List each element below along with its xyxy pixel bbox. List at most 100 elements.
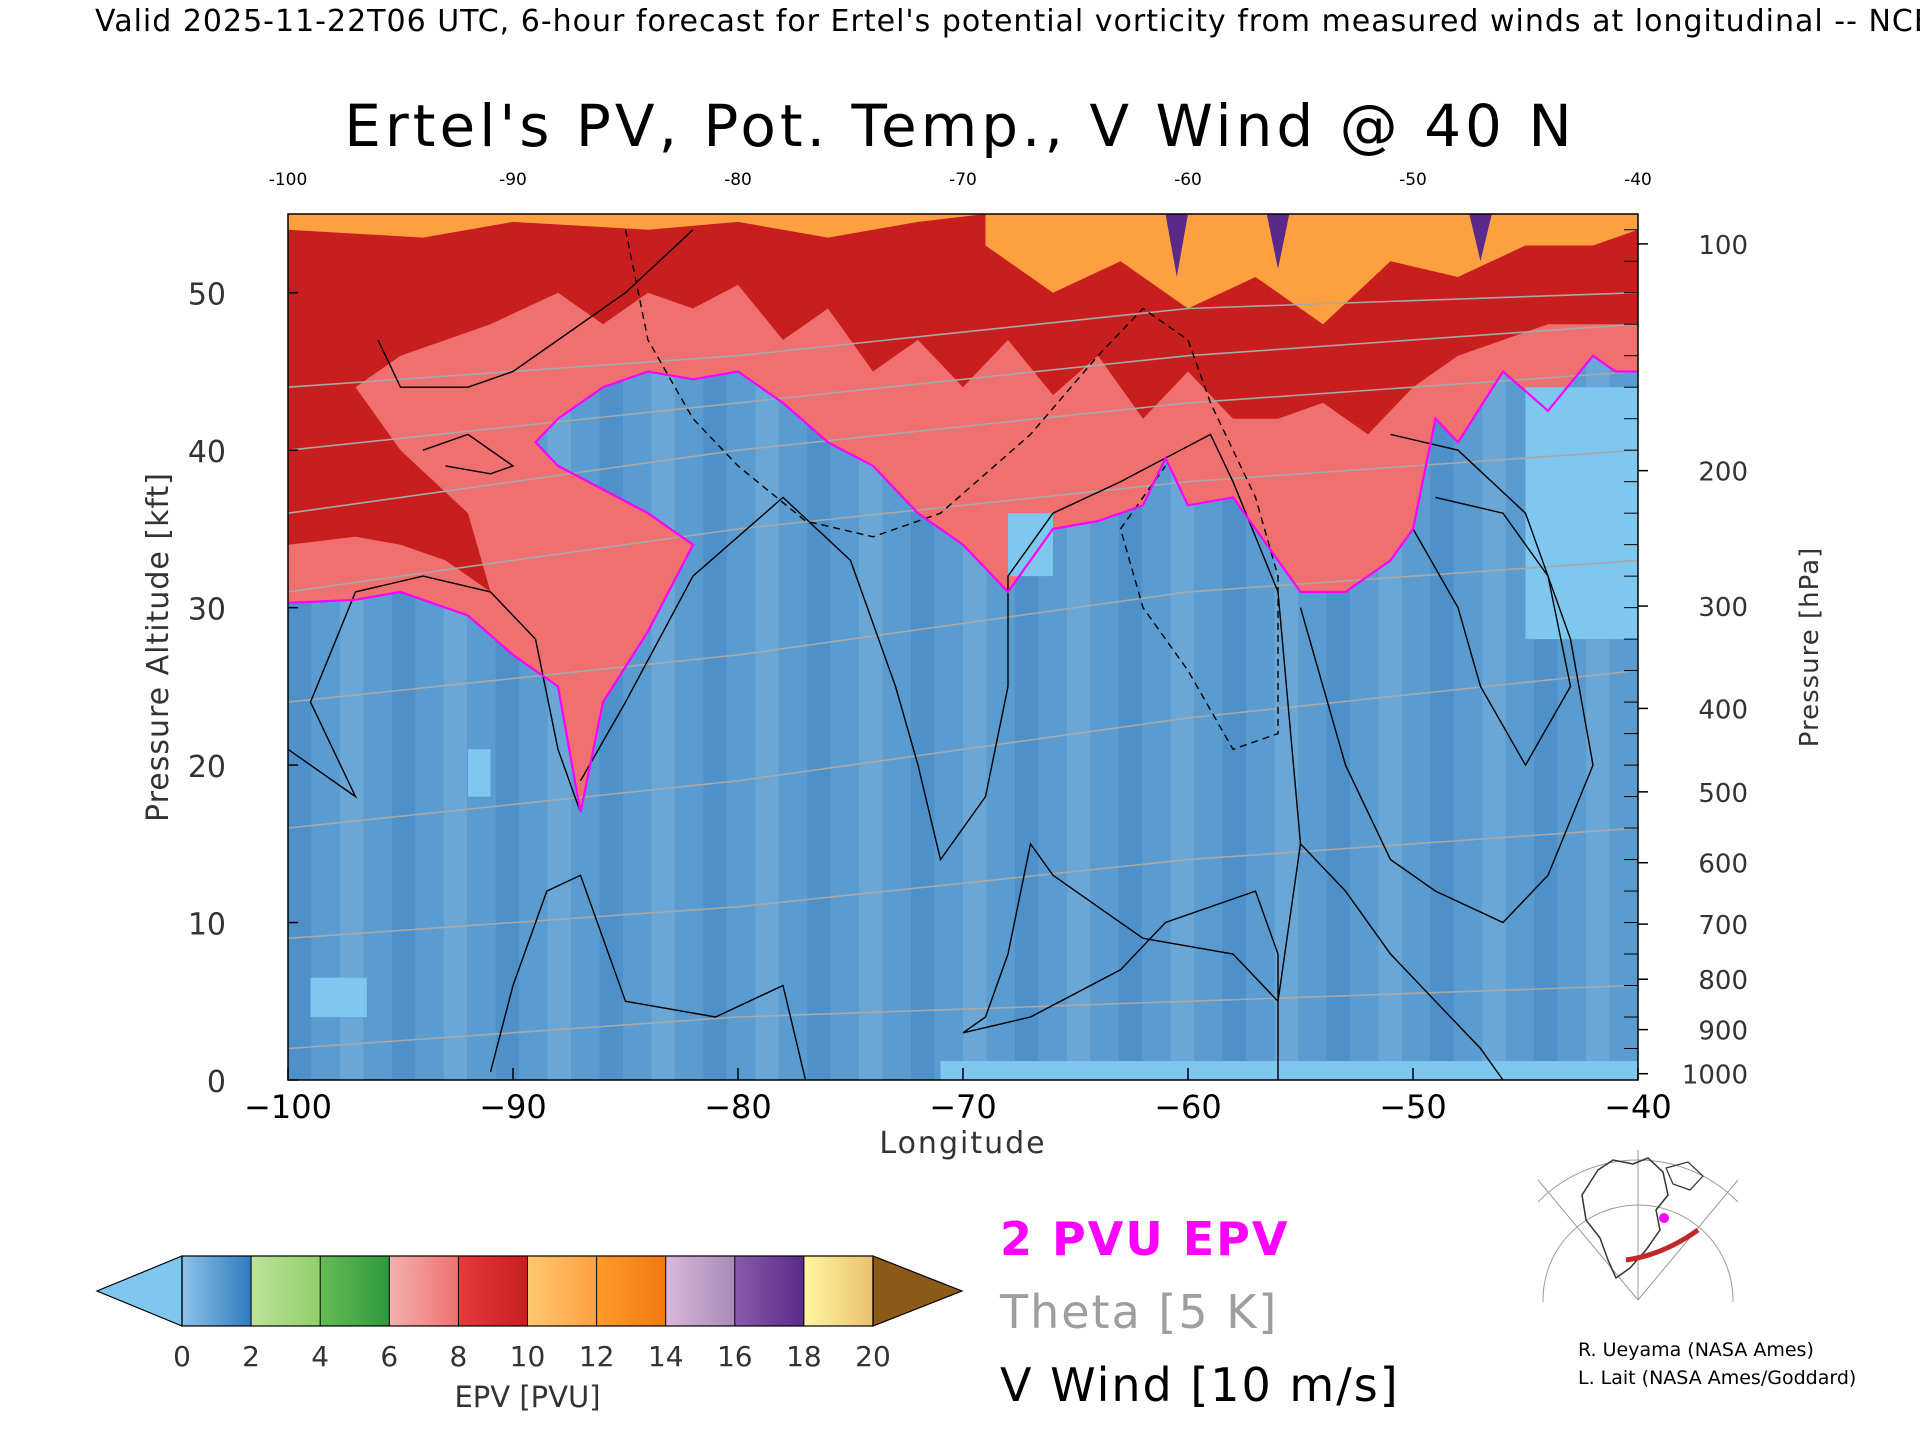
colorbar-segment — [527, 1256, 598, 1326]
y2-tick-label: 700 — [1698, 911, 1748, 941]
epv-region — [1165, 214, 1188, 277]
y2-tick-label: 900 — [1698, 1017, 1748, 1047]
x-top-tick-label: -100 — [269, 170, 308, 190]
vwind-contour — [1299, 433, 1594, 924]
colorbar-tick-label: 16 — [717, 1340, 753, 1373]
y2-tick-label: 200 — [1698, 458, 1748, 488]
epv-region — [1525, 387, 1638, 640]
colorbar-tick-label: 12 — [579, 1340, 615, 1373]
vwind-contour — [1412, 496, 1572, 767]
two-pvu-line — [288, 354, 1638, 813]
x-top-tick-label: -40 — [1624, 170, 1652, 190]
colorbar-tick-label: 10 — [510, 1340, 546, 1373]
colorbar-segment — [734, 1256, 805, 1326]
x-tick-label: −50 — [1379, 1088, 1447, 1126]
theta-isentrope — [288, 559, 1638, 703]
y2-tick-label: 100 — [1698, 231, 1748, 261]
colorbar-segment — [389, 1256, 459, 1326]
contour-lines — [288, 229, 1638, 1080]
epv-region — [985, 214, 1638, 325]
colorbar-under-arrow — [95, 1255, 183, 1327]
vwind-contour — [422, 433, 515, 475]
x-tick-label: −80 — [704, 1088, 772, 1126]
theta-isentrope — [288, 370, 1638, 514]
epv-region — [310, 977, 367, 1017]
credit-line: L. Lait (NASA Ames/Goddard) — [1578, 1367, 1857, 1389]
vwind-contour — [579, 433, 1302, 1080]
colorbar-tick-label: 20 — [855, 1340, 891, 1373]
colorbar-tick-label: 14 — [648, 1340, 684, 1373]
colorbar-label: EPV [PVU] — [454, 1380, 600, 1414]
epv-shading — [288, 214, 1638, 1080]
y-tick-label: 20 — [188, 750, 226, 785]
y2-tick-label: 600 — [1698, 850, 1748, 880]
legend-vwind: V Wind [10 m/s] — [1000, 1358, 1400, 1412]
header-text: Valid 2025-11-22T06 UTC, 6-hour forecast… — [95, 4, 1920, 39]
colorbar-segment — [458, 1256, 528, 1326]
y2-tick-label: 800 — [1698, 966, 1748, 996]
theta-isentrope — [288, 449, 1638, 593]
x-tick-label: −60 — [1154, 1088, 1222, 1126]
axes: −100 -100 −90 -90 −80 -80 −70 -70 −60 -60 −50 -50 −4… — [141, 170, 1825, 1161]
x-top-tick-label: -80 — [724, 170, 752, 190]
x-top-tick-label: -60 — [1174, 170, 1202, 190]
x-tick-label: −90 — [479, 1088, 547, 1126]
x-top-tick-label: -90 — [499, 170, 527, 190]
colorbar: 0 2 4 6 8 10 12 14 16 18 20 EPV [PVU] — [95, 1255, 964, 1414]
epv-region — [288, 214, 1638, 592]
y2-axis-label: Pressure [hPa] — [1795, 547, 1825, 748]
colorbar-segment — [320, 1256, 390, 1326]
x-top-tick-label: -70 — [949, 170, 977, 190]
colorbar-segment — [182, 1256, 252, 1326]
legend-theta: Theta [5 K] — [1000, 1285, 1279, 1339]
colorbar-tick-label: 2 — [242, 1340, 260, 1373]
colorbar-tick-label: 6 — [380, 1340, 398, 1373]
colorbar-segment — [665, 1256, 736, 1326]
epv-streak — [1482, 214, 1506, 1080]
epv-streak — [651, 214, 675, 1080]
colorbar-segment — [251, 1256, 321, 1326]
y-tick-label: 10 — [188, 908, 226, 943]
epv-region — [1266, 214, 1290, 270]
theta-isentrope — [288, 827, 1638, 940]
y-tick-label: 50 — [188, 278, 226, 313]
x-axis-label: Longitude — [879, 1126, 1046, 1161]
location-map-icon — [1538, 1150, 1738, 1302]
legend-epv: 2 PVU EPV — [1000, 1212, 1290, 1266]
colorbar-segment — [596, 1256, 667, 1326]
y2-tick-label: 500 — [1698, 779, 1748, 809]
x-tick-label: −100 — [244, 1088, 332, 1126]
y2-tick-label: 300 — [1698, 593, 1748, 623]
theta-isentrope — [288, 669, 1638, 829]
vwind-contour — [377, 229, 694, 388]
colorbar-tick-label: 18 — [786, 1340, 822, 1373]
y2-tick-label: 1000 — [1682, 1061, 1748, 1091]
vwind-contour — [489, 874, 807, 1080]
y-tick-label: 40 — [188, 435, 226, 470]
vwind-contour — [624, 229, 1279, 751]
colorbar-tick-label: 0 — [173, 1340, 191, 1373]
epv-streak — [703, 214, 727, 1080]
x-top-tick-label: -50 — [1399, 170, 1427, 190]
vwind-contour — [1299, 843, 1504, 1080]
epv-region — [288, 214, 986, 238]
colorbar-segment — [803, 1256, 874, 1326]
vwind-contour — [288, 575, 582, 813]
y2-tick-label: 400 — [1698, 695, 1748, 725]
epv-region — [940, 1061, 1638, 1080]
x-tick-label: −40 — [1604, 1088, 1672, 1126]
y-axis-label: Pressure Altitude [kft] — [141, 472, 176, 822]
epv-region — [468, 749, 491, 797]
theta-isentrope — [288, 323, 1638, 451]
x-tick-label: −70 — [929, 1088, 997, 1126]
colorbar-tick-label: 8 — [449, 1340, 467, 1373]
theta-isentrope — [288, 984, 1638, 1050]
y-tick-label: 0 — [207, 1065, 226, 1100]
y-tick-label: 30 — [188, 593, 226, 628]
epv-streak — [755, 214, 779, 1080]
colorbar-over-arrow — [872, 1255, 964, 1327]
epv-region — [1469, 214, 1492, 262]
chart-title: Ertel's PV, Pot. Temp., V Wind @ 40 N — [344, 92, 1576, 160]
credit-line: R. Ueyama (NASA Ames) — [1578, 1339, 1814, 1361]
